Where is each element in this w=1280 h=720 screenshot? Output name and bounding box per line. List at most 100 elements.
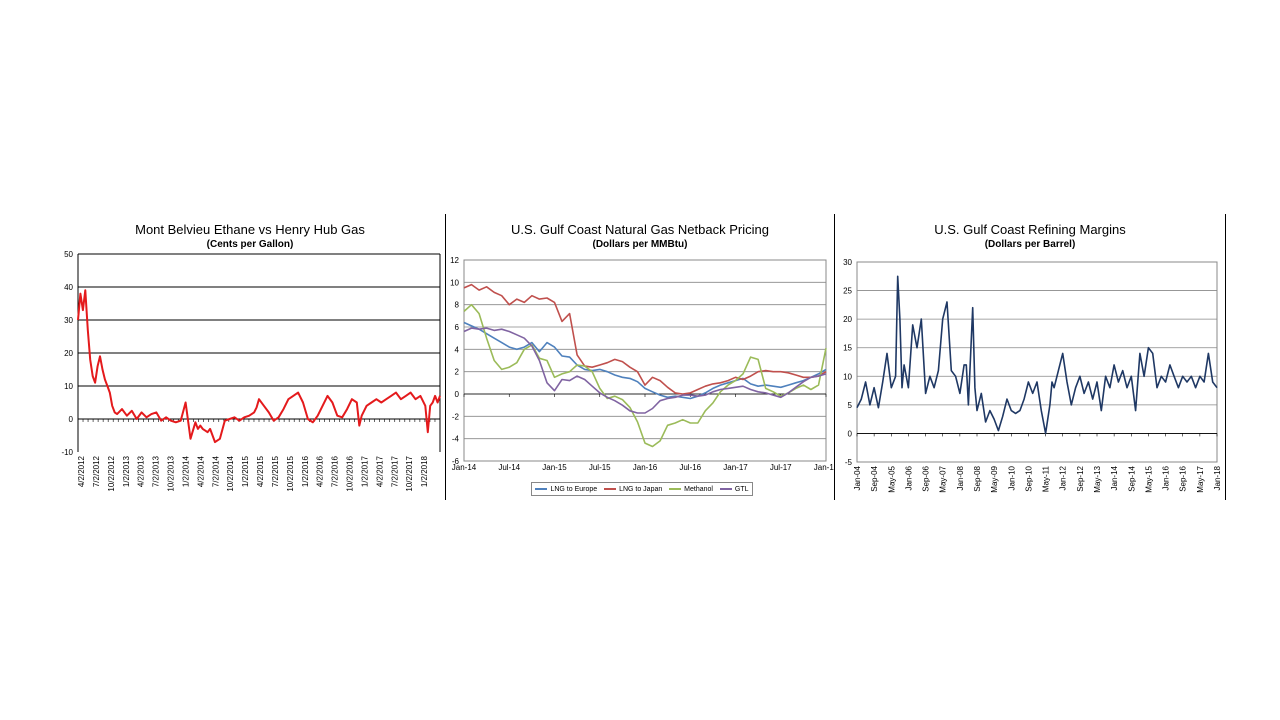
x-tick-label: 4/2/2016: [316, 455, 325, 487]
x-tick-label: Sep-12: [1076, 465, 1085, 491]
series-line: [463, 303, 827, 448]
legend-label: GTL: [734, 485, 749, 493]
x-tick-label: Jan-08: [956, 465, 965, 490]
chart-subtitle: (Cents per Gallon): [206, 239, 294, 250]
legend-label: LNG to Japan: [619, 485, 663, 493]
legend-label: Methanol: [684, 485, 713, 493]
y-tick-label: 6: [455, 323, 460, 332]
x-tick-label: 10/2/2014: [226, 455, 235, 491]
y-tick-label: 8: [455, 301, 460, 310]
x-tick-label: Sep-16: [1179, 465, 1188, 491]
y-tick-label: -10: [61, 448, 73, 457]
x-tick-label: Jan-16: [1162, 465, 1171, 490]
refining-chart: -5 0 5 10 15 20 25 30 Jan-04 Sep-04 May-05 Jan-06 Se…: [843, 258, 1222, 493]
y-tick-label: 20: [843, 315, 852, 324]
series-line: [856, 275, 1218, 435]
legend-item: LNG to Japan: [604, 486, 662, 493]
x-tick-label: 1/2/2014: [181, 455, 190, 487]
x-tick-label: 1/2/2018: [420, 455, 429, 487]
legend-label: LNG to Europe: [550, 485, 598, 493]
legend-swatch: [719, 488, 732, 490]
x-tick-label: 1/2/2017: [360, 455, 369, 487]
y-tick-label: 20: [64, 349, 73, 358]
x-tick-label: 1/2/2016: [301, 455, 310, 487]
x-tick-label: May-11: [1042, 465, 1051, 492]
x-tick-label: 7/2/2014: [211, 455, 220, 487]
legend-item: GTL: [719, 485, 749, 493]
x-tick-label: May-15: [1144, 465, 1153, 492]
x-tick-label: May-05: [887, 465, 896, 492]
y-tick-label: 10: [64, 382, 73, 391]
netback-chart-panel: U.S. Gulf Coast Natural Gas Netback Pric…: [445, 214, 839, 500]
x-tick-label: Sep-08: [973, 465, 982, 491]
x-tick-label: Jan-18: [814, 463, 839, 472]
x-tick-label: Sep-14: [1127, 465, 1136, 491]
x-tick-label: 7/2/2013: [152, 455, 161, 487]
y-tick-label: 0: [455, 390, 460, 399]
x-tick-label: Jan-14: [452, 463, 477, 472]
x-tick-label: Jan-18: [1213, 465, 1222, 490]
x-tick-label: 4/2/2015: [256, 455, 265, 487]
chart-subtitle: (Dollars per Barrel): [984, 239, 1076, 250]
series-line: [77, 289, 441, 444]
legend-swatch: [604, 488, 617, 490]
x-tick-label: Jul-15: [589, 463, 611, 472]
y-tick-label: 15: [843, 344, 852, 353]
legend-item: LNG to Europe: [535, 486, 597, 493]
chart-subtitle: (Dollars per MMBtu): [592, 239, 688, 250]
y-tick-label: 4: [455, 345, 460, 354]
x-tick-label: 10/2/2016: [346, 455, 355, 491]
y-tick-label: 2: [455, 368, 460, 377]
series-line: [463, 321, 827, 400]
netback-chart: -6 -4 -2 0 2 4 6 8 10 12 Jan-14 Jul-14 Jan-15 Jul-15 J…: [450, 256, 839, 472]
legend-swatch: [535, 488, 548, 490]
x-tick-label: Jan-04: [853, 465, 862, 490]
series-line: [463, 327, 827, 414]
chart-title: Mont Belvieu Ethane vs Henry Hub Gas: [135, 222, 365, 237]
x-tick-label: Sep-04: [870, 465, 879, 491]
chart-title: U.S. Gulf Coast Natural Gas Netback Pric…: [511, 222, 769, 237]
x-tick-label: 4/2/2017: [375, 455, 384, 487]
y-tick-label: 0: [848, 429, 853, 438]
x-tick-label: 4/2/2014: [196, 455, 205, 487]
x-tick-label: 7/2/2017: [390, 455, 399, 487]
x-tick-label: Jul-17: [770, 463, 792, 472]
legend-item: Methanol: [669, 486, 713, 493]
y-tick-label: -2: [452, 412, 460, 421]
chart-title: U.S. Gulf Coast Refining Margins: [934, 222, 1126, 237]
y-tick-label: 40: [64, 283, 73, 292]
y-tick-label: 10: [450, 278, 459, 287]
x-tick-label: 1/2/2015: [241, 455, 250, 487]
series-line: [463, 283, 827, 395]
y-tick-label: 0: [69, 415, 74, 424]
plot-area: [856, 261, 1218, 463]
y-tick-label: -6: [452, 457, 460, 466]
x-tick-label: Jan-14: [1110, 465, 1119, 490]
x-tick-label: 7/2/2015: [271, 455, 280, 487]
refining-chart-panel: U.S. Gulf Coast Refining Margins (Dollar…: [834, 214, 1226, 500]
y-tick-label: 10: [843, 372, 852, 381]
y-tick-label: -4: [452, 435, 460, 444]
x-tick-label: Jan-10: [1007, 465, 1016, 490]
x-tick-label: Jan-12: [1059, 465, 1068, 490]
x-tick-label: Sep-06: [922, 465, 931, 491]
x-tick-label: 10/2/2013: [167, 455, 176, 491]
y-tick-label: -5: [845, 458, 853, 467]
ethane-chart: -10 0 10 20 30 40 50 4/2/2012 7/2/2012 10/2/2012 1…: [61, 250, 441, 492]
y-tick-label: 30: [64, 316, 73, 325]
x-tick-label: May-17: [1196, 465, 1205, 492]
x-tick-label: 7/2/2012: [92, 455, 101, 487]
x-tick-label: Sep-10: [1024, 465, 1033, 491]
y-tick-label: 25: [843, 287, 852, 296]
x-tick-label: 4/2/2013: [137, 455, 146, 487]
y-tick-label: 12: [450, 256, 459, 265]
x-tick-label: 1/2/2013: [122, 455, 131, 487]
y-tick-label: 30: [843, 258, 852, 267]
x-tick-label: Jan-06: [904, 465, 913, 490]
legend-swatch: [669, 488, 682, 490]
x-tick-label: Jul-16: [679, 463, 701, 472]
x-tick-label: Jan-15: [542, 463, 567, 472]
x-tick-label: Jan-16: [633, 463, 658, 472]
x-tick-label: 7/2/2016: [331, 455, 340, 487]
chart-legend: LNG to Europe LNG to Japan Methanol GTL: [531, 482, 753, 496]
